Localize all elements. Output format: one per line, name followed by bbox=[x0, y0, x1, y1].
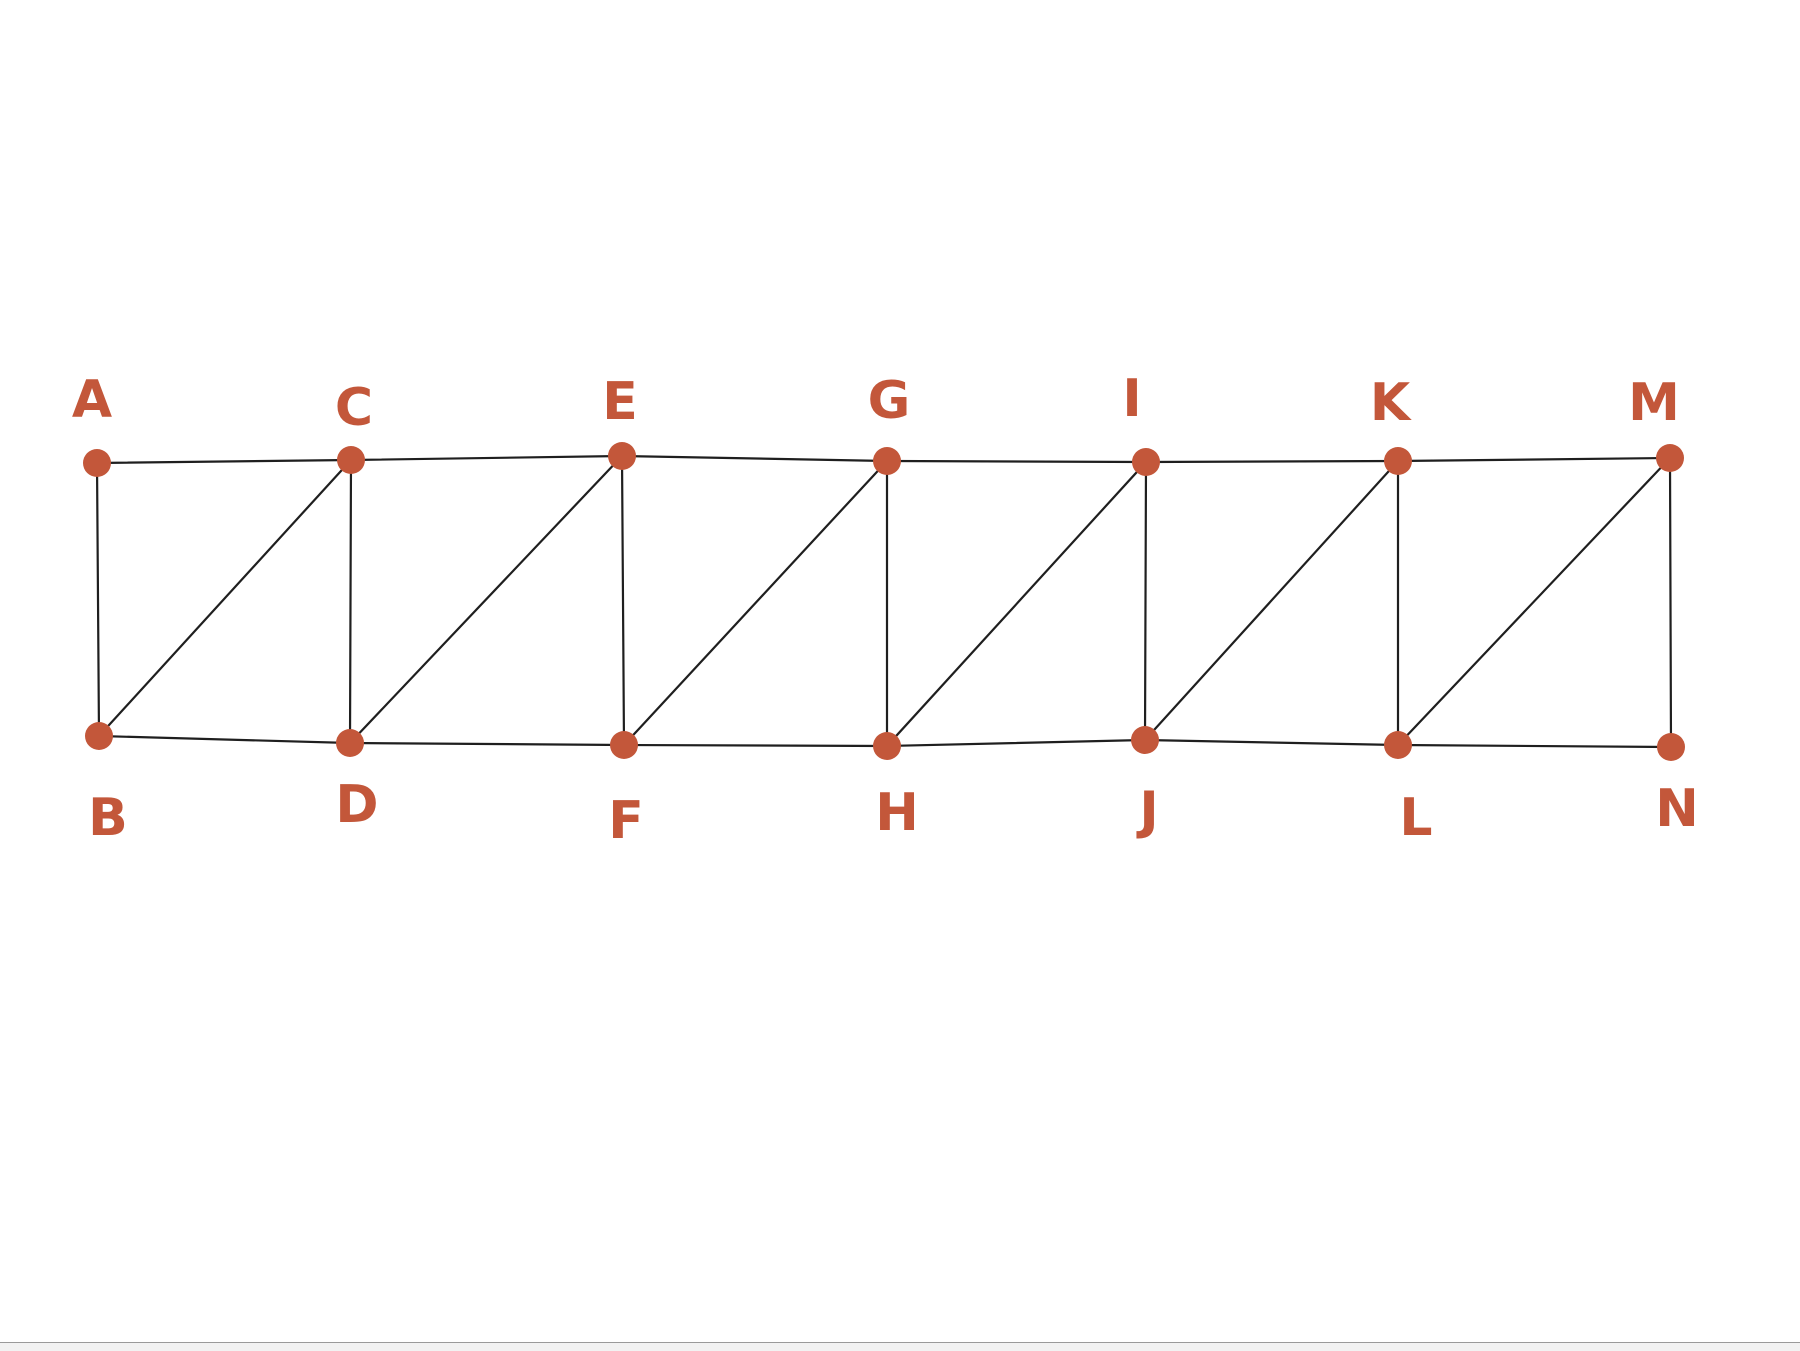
node-h bbox=[873, 732, 901, 760]
node-label-a: A bbox=[72, 370, 112, 430]
node-label-k: K bbox=[1370, 373, 1412, 433]
edge-m-l bbox=[1396, 456, 1672, 747]
edge-g-f bbox=[622, 459, 889, 747]
edge-c-e bbox=[349, 454, 624, 462]
edge-l-n bbox=[1396, 743, 1673, 749]
node-label-i: I bbox=[1122, 369, 1141, 429]
edge-m-n bbox=[1668, 456, 1673, 749]
node-a bbox=[83, 449, 111, 477]
node-label-g: G bbox=[868, 371, 911, 431]
edge-c-d bbox=[348, 458, 353, 745]
edge-e-g bbox=[620, 454, 889, 463]
edge-c-b bbox=[97, 458, 353, 738]
nodes-layer bbox=[83, 442, 1685, 761]
node-label-h: H bbox=[875, 783, 919, 843]
edge-a-b bbox=[95, 461, 101, 738]
edge-k-j bbox=[1143, 459, 1400, 742]
node-d bbox=[336, 729, 364, 757]
node-i bbox=[1132, 448, 1160, 476]
node-m bbox=[1656, 444, 1684, 472]
edge-j-l bbox=[1143, 738, 1400, 747]
edge-i-k bbox=[1144, 459, 1400, 464]
node-label-c: C bbox=[335, 378, 373, 438]
edge-e-f bbox=[620, 454, 626, 747]
node-g bbox=[873, 447, 901, 475]
node-l bbox=[1384, 731, 1412, 759]
edge-i-j bbox=[1143, 460, 1148, 742]
node-b bbox=[85, 722, 113, 750]
edge-k-m bbox=[1396, 456, 1672, 463]
node-n bbox=[1657, 733, 1685, 761]
node-label-b: B bbox=[88, 788, 128, 848]
edge-b-d bbox=[97, 734, 352, 745]
node-label-j: J bbox=[1136, 781, 1158, 841]
node-label-f: F bbox=[608, 791, 644, 851]
edge-a-c bbox=[95, 458, 353, 465]
edge-e-d bbox=[348, 454, 624, 745]
node-label-m: M bbox=[1628, 373, 1680, 433]
node-label-n: N bbox=[1655, 779, 1699, 839]
edge-i-h bbox=[885, 460, 1148, 748]
node-label-e: E bbox=[602, 372, 638, 432]
bottom-edge-strip bbox=[0, 1342, 1800, 1351]
node-c bbox=[337, 446, 365, 474]
labels-layer: A B C D E F G H I J K L M N bbox=[72, 369, 1699, 851]
node-j bbox=[1131, 726, 1159, 754]
edge-d-f bbox=[348, 741, 626, 747]
edges-layer bbox=[95, 454, 1673, 749]
node-e bbox=[608, 442, 636, 470]
edge-g-i bbox=[885, 459, 1148, 464]
edge-f-h bbox=[622, 743, 889, 748]
node-label-d: D bbox=[335, 775, 378, 835]
edge-h-j bbox=[885, 738, 1147, 748]
node-k bbox=[1384, 447, 1412, 475]
node-f bbox=[610, 731, 638, 759]
node-label-l: L bbox=[1399, 788, 1432, 848]
